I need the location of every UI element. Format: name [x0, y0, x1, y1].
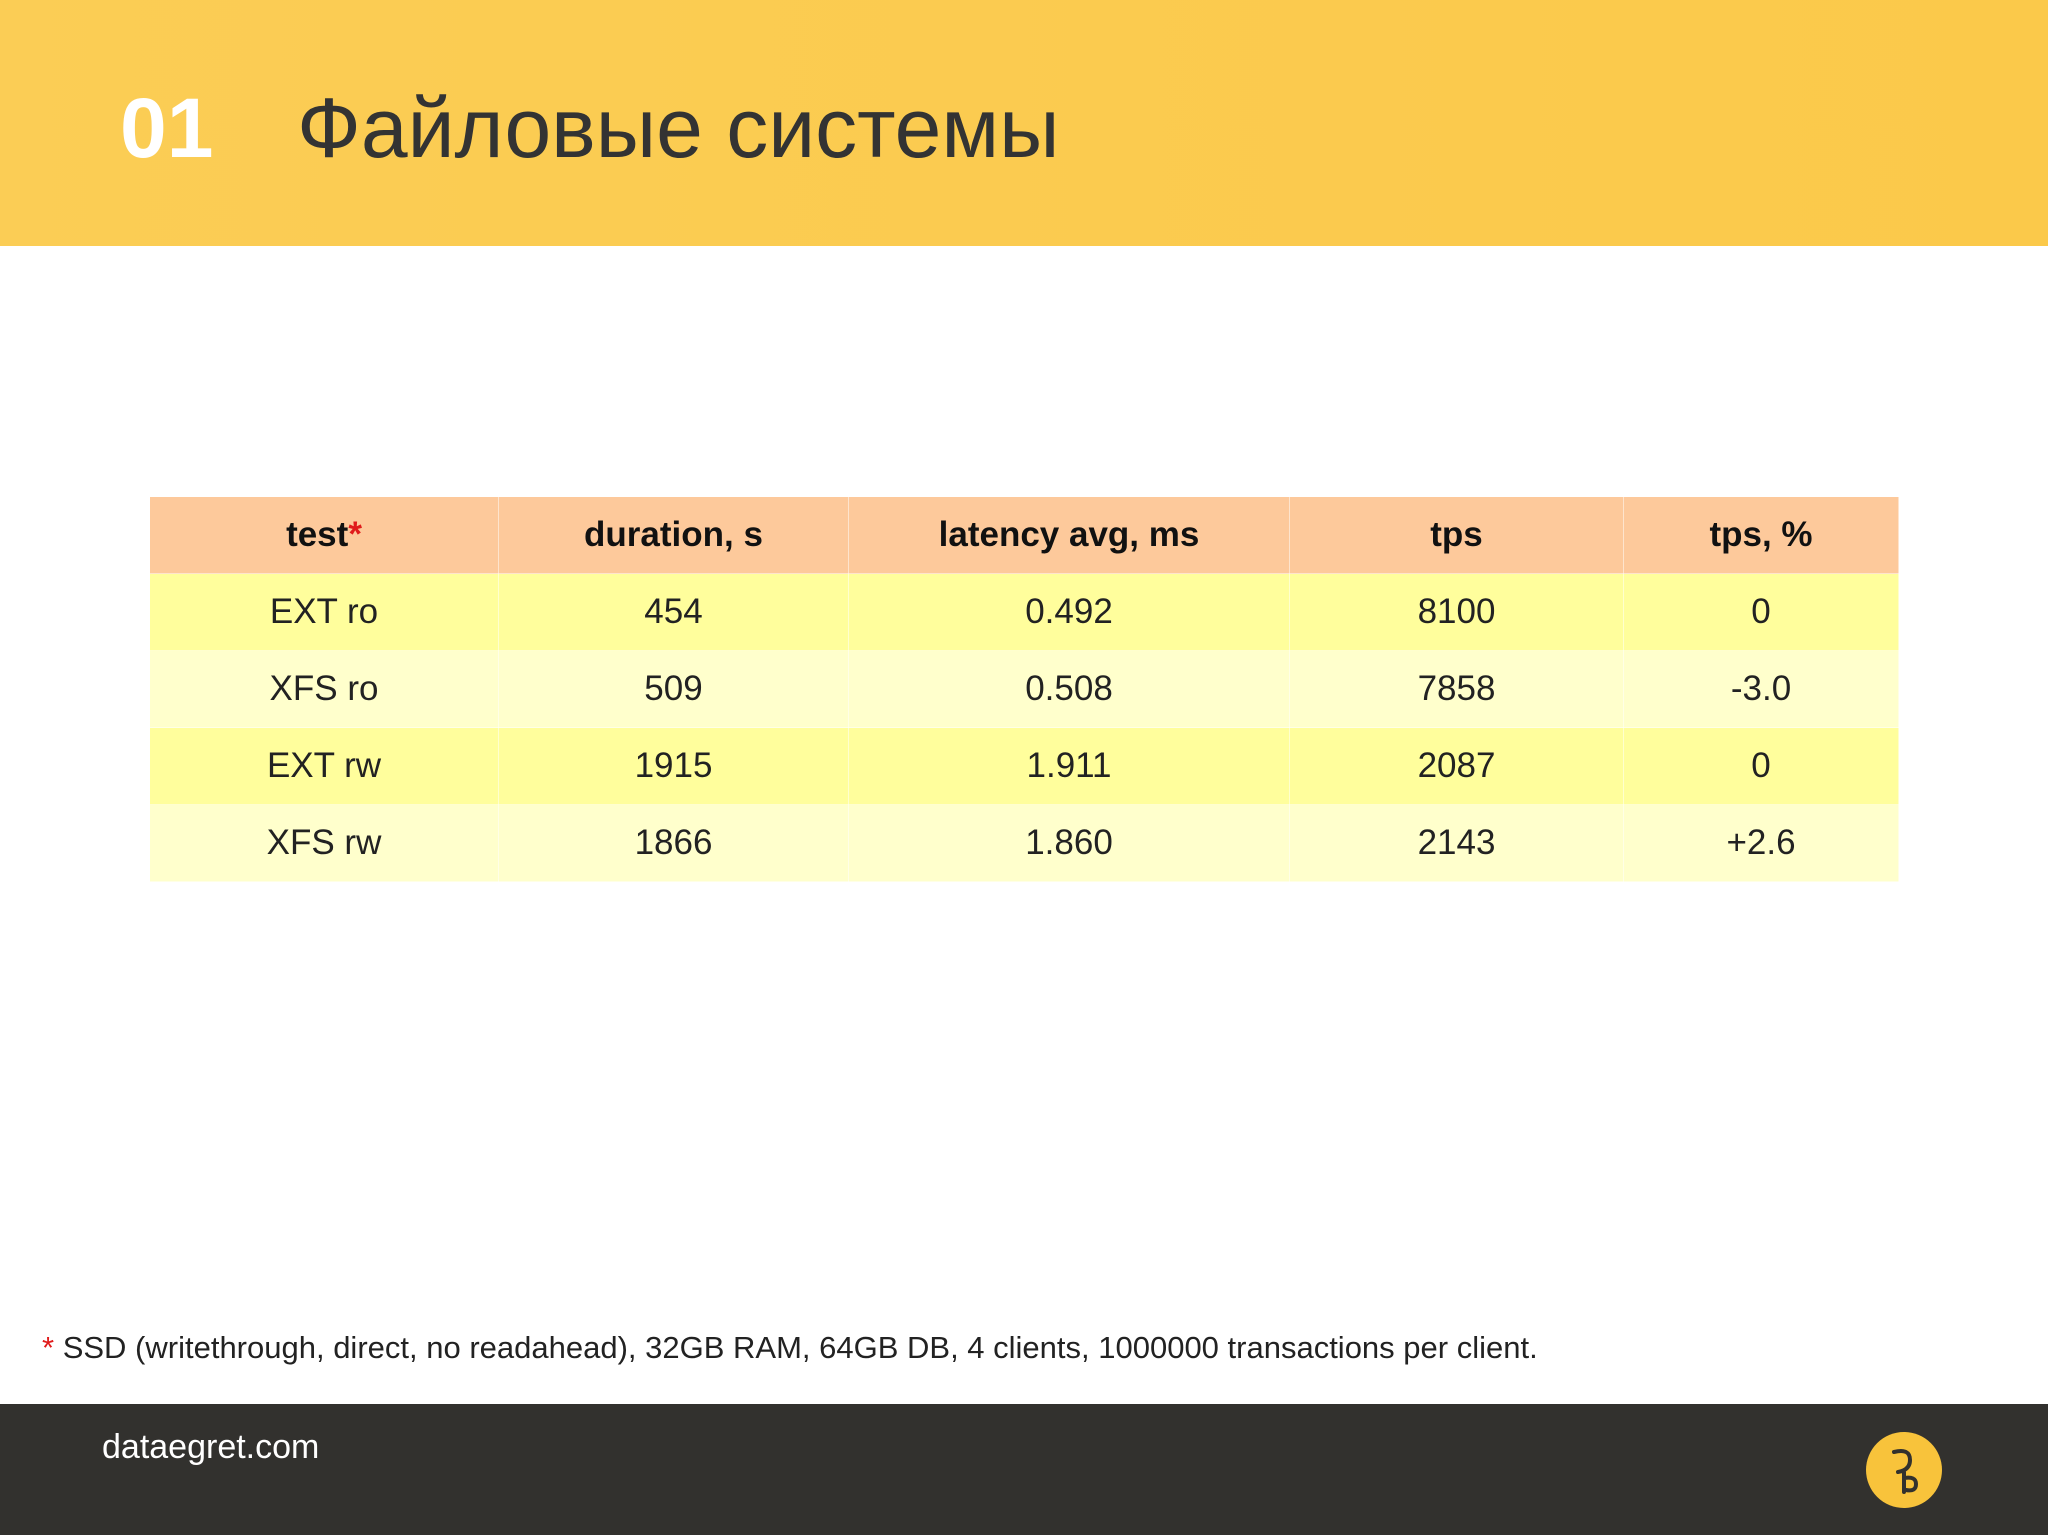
table-body: EXT ro 454 0.492 8100 0 XFS ro 509 0.508 7858 -3.… [149, 573, 1899, 882]
table-cell: EXT rw [149, 727, 499, 805]
table-cell: 7858 [1289, 650, 1624, 728]
table-cell: 2087 [1289, 727, 1624, 805]
column-header-text: latency avg, ms [938, 515, 1200, 554]
header-bar: 01 Файловые системы [0, 0, 2048, 246]
header-row: test* duration, s latency avg, ms tps tps, % [149, 496, 1899, 574]
column-header-text: tps, % [1709, 515, 1813, 554]
table-row: EXT ro 454 0.492 8100 0 [149, 573, 1899, 651]
table-cell: 1.860 [848, 804, 1290, 882]
column-header: tps, % [1623, 496, 1899, 574]
table-cell: 1915 [498, 727, 849, 805]
column-header-mark: * [348, 515, 362, 554]
footnote-mark: * [42, 1330, 55, 1365]
footer: dataegret.com [0, 1404, 2048, 1535]
table-row: XFS ro 509 0.508 7858 -3.0 [149, 650, 1899, 728]
column-header: tps [1289, 496, 1624, 574]
column-header: latency avg, ms [848, 496, 1290, 574]
column-header-text: tps [1430, 515, 1483, 554]
table-cell: +2.6 [1623, 804, 1899, 882]
table-cell: 0.492 [848, 573, 1290, 651]
table-cell: 2143 [1289, 804, 1624, 882]
table-cell: 0 [1623, 727, 1899, 805]
section-number: 01 [120, 81, 214, 175]
slide-title: Файловые системы [297, 81, 1060, 175]
results-table: test* duration, s latency avg, ms tps tps, %… [149, 496, 1899, 882]
table-cell: XFS rw [149, 804, 499, 882]
table-cell: 509 [498, 650, 849, 728]
table-cell: 8100 [1289, 573, 1624, 651]
column-header: test* [149, 496, 499, 574]
column-header: duration, s [498, 496, 849, 574]
logo [1866, 1432, 1942, 1508]
column-header-text: duration, s [584, 515, 763, 554]
table-cell: EXT ro [149, 573, 499, 651]
footnote: * SSD (writethrough, direct, no readahea… [42, 1330, 1538, 1366]
table-cell: -3.0 [1623, 650, 1899, 728]
footnote-text: SSD (writethrough, direct, no readahead)… [62, 1330, 1538, 1365]
table-cell: 0 [1623, 573, 1899, 651]
footer-site: dataegret.com [102, 1428, 320, 1466]
table-row: XFS rw 1866 1.860 2143 +2.6 [149, 804, 1899, 882]
table-cell: 0.508 [848, 650, 1290, 728]
table-cell: 454 [498, 573, 849, 651]
table-row: EXT rw 1915 1.911 2087 0 [149, 727, 1899, 805]
table-cell: 1866 [498, 804, 849, 882]
table-cell: XFS ro [149, 650, 499, 728]
table-cell: 1.911 [848, 727, 1290, 805]
column-header-text: test [286, 515, 349, 554]
